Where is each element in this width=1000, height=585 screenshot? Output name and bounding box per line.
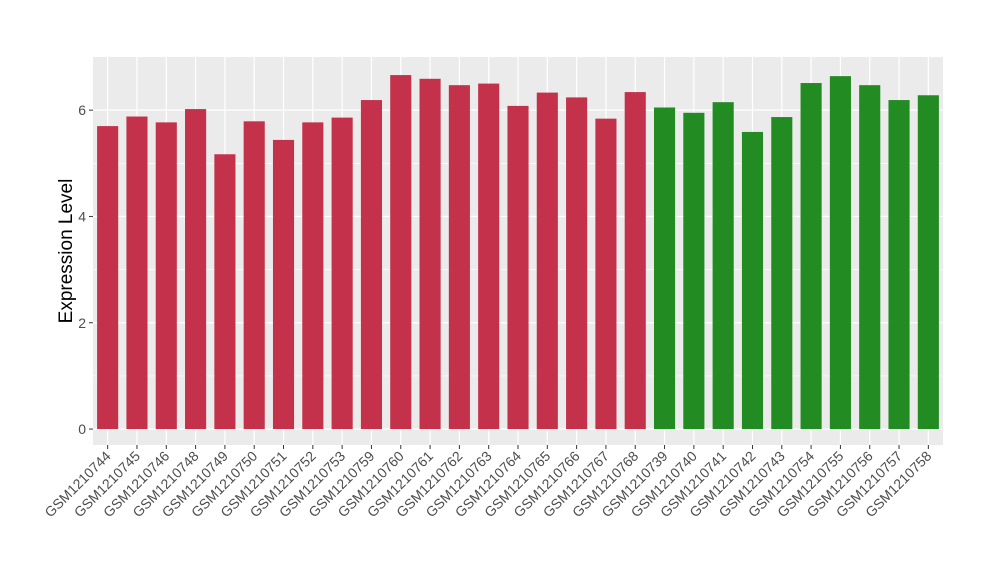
y-tick-label: 2 [78, 315, 86, 331]
bar-GSM1210745 [126, 116, 148, 430]
bar-GSM1210761 [419, 78, 441, 430]
bar-GSM1210759 [360, 100, 382, 430]
bar-GSM1210768 [624, 92, 646, 430]
bar-GSM1210753 [331, 117, 353, 430]
bar-GSM1210758 [917, 95, 939, 430]
y-tick-label: 0 [78, 421, 86, 437]
bar-GSM1210755 [829, 76, 851, 430]
bar-GSM1210752 [302, 122, 324, 430]
bar-GSM1210760 [390, 75, 412, 430]
y-tick-label: 6 [78, 102, 86, 118]
bar-GSM1210762 [448, 85, 470, 430]
bar-GSM1210764 [507, 105, 529, 430]
bar-GSM1210766 [566, 97, 588, 430]
axes: 0246GSM1210744GSM1210745GSM1210746GSM121… [41, 102, 934, 520]
bar-GSM1210744 [97, 126, 119, 430]
bar-GSM1210741 [712, 102, 734, 430]
bar-GSM1210756 [859, 85, 881, 430]
bar-GSM1210740 [683, 112, 705, 430]
bar-GSM1210742 [741, 131, 764, 430]
bar-GSM1210743 [771, 117, 793, 430]
bar-GSM1210767 [595, 118, 617, 430]
bar-GSM1210763 [478, 83, 500, 430]
bar-GSM1210750 [243, 121, 265, 430]
bar-GSM1210757 [888, 100, 910, 430]
bar-GSM1210751 [272, 139, 295, 430]
bar-GSM1210749 [214, 154, 236, 430]
bar-GSM1210754 [800, 83, 822, 430]
bars [97, 75, 939, 430]
y-tick-label: 4 [78, 208, 86, 224]
bar-GSM1210748 [185, 109, 207, 430]
bar-GSM1210739 [654, 107, 676, 430]
bar-GSM1210765 [536, 92, 558, 430]
bar-GSM1210746 [155, 122, 177, 430]
y-axis-title: Expression Level [56, 179, 77, 324]
